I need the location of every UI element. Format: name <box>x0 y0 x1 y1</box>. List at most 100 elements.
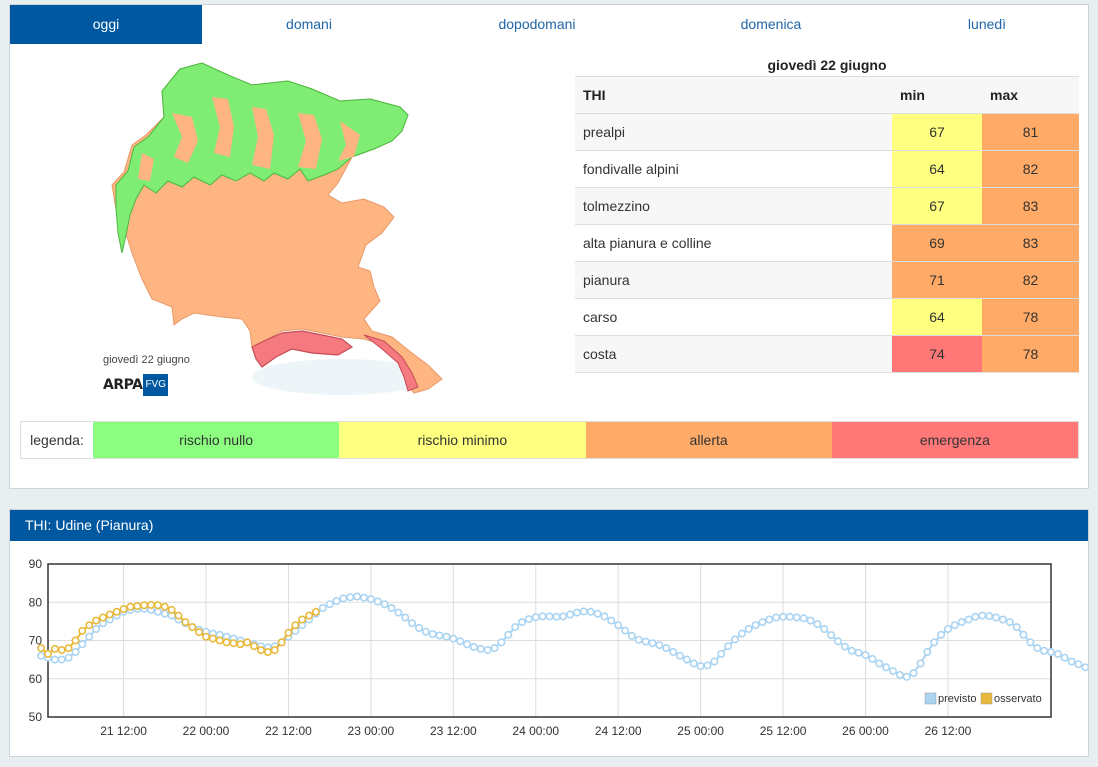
data-point-previsto <box>579 607 588 616</box>
valley-allerta-5 <box>338 121 360 161</box>
data-point-previsto <box>449 634 458 643</box>
x-tick-label: 24 00:00 <box>512 724 559 738</box>
data-point-osservato <box>215 636 224 645</box>
thi-min: 67 <box>892 187 982 225</box>
data-point-previsto <box>435 631 444 640</box>
zone-name: carso <box>575 298 892 336</box>
data-point-previsto <box>710 657 719 666</box>
valley-allerta-1 <box>172 113 198 163</box>
data-point-osservato <box>222 638 231 647</box>
chart-panel: THI: Udine (Pianura) 50 60 70 80 90 21 12:00 2… <box>9 509 1089 757</box>
data-point-previsto <box>799 614 808 623</box>
data-point-previsto <box>902 672 911 681</box>
data-point-osservato <box>291 621 300 630</box>
data-point-previsto <box>916 659 925 668</box>
thi-table-body: prealpi 67 81 fondivalle alpini 64 82 tolmezzi… <box>575 113 1079 373</box>
legend-label-osservato: osservato <box>994 693 1042 705</box>
data-point-previsto <box>586 607 595 616</box>
data-point-previsto <box>985 612 994 621</box>
data-point-osservato <box>174 611 183 620</box>
data-point-previsto <box>1026 638 1035 647</box>
data-point-previsto <box>675 651 684 660</box>
tab-domani[interactable]: domani <box>286 16 332 32</box>
zone-name: pianura <box>575 261 892 299</box>
data-point-previsto <box>373 597 382 606</box>
data-point-previsto <box>538 612 547 621</box>
data-point-previsto <box>332 597 341 606</box>
data-point-previsto <box>765 615 774 624</box>
legend-minimo: rischio minimo <box>339 422 586 458</box>
thi-min: 64 <box>892 150 982 188</box>
data-point-previsto <box>71 648 80 657</box>
data-point-previsto <box>998 615 1007 624</box>
data-point-previsto <box>978 611 987 620</box>
data-point-previsto <box>758 618 767 627</box>
data-point-osservato <box>112 607 121 616</box>
data-point-previsto <box>950 621 959 630</box>
data-point-previsto <box>1047 648 1056 657</box>
data-point-previsto <box>463 640 472 649</box>
data-point-previsto <box>346 593 355 602</box>
data-point-osservato <box>78 626 87 635</box>
data-point-previsto <box>895 670 904 679</box>
data-point-previsto <box>50 655 59 664</box>
data-point-previsto <box>64 653 73 662</box>
data-point-osservato <box>43 649 52 658</box>
data-point-previsto <box>160 609 169 618</box>
data-point-previsto <box>669 648 678 657</box>
legend-allerta: allerta <box>585 422 832 458</box>
x-tick-label: 22 00:00 <box>183 724 230 738</box>
tab-dopodomani[interactable]: dopodomani <box>498 16 576 32</box>
data-point-previsto <box>92 625 101 634</box>
data-point-osservato <box>147 600 156 609</box>
data-point-previsto <box>820 625 829 634</box>
data-point-previsto <box>37 651 46 660</box>
data-point-previsto <box>813 620 822 629</box>
y-tick-label: 60 <box>29 672 43 686</box>
data-point-previsto <box>593 609 602 618</box>
data-point-previsto <box>827 631 836 640</box>
table-row: tolmezzino 67 83 <box>575 187 1079 225</box>
data-point-previsto <box>833 637 842 646</box>
data-point-previsto <box>634 635 643 644</box>
legend: legenda: rischio nullo rischio minimo al… <box>20 421 1079 459</box>
thi-max: 82 <box>982 150 1079 188</box>
data-point-previsto <box>517 618 526 627</box>
data-point-previsto <box>957 618 966 627</box>
data-point-previsto <box>572 608 581 617</box>
logo-text: ARPA <box>103 377 143 393</box>
data-point-osservato <box>270 646 279 655</box>
data-point-previsto <box>1012 623 1021 632</box>
data-point-previsto <box>1053 649 1062 658</box>
data-point-previsto <box>847 646 856 655</box>
data-point-osservato <box>181 618 190 627</box>
tab-lunedi[interactable]: lunedì <box>967 16 1007 32</box>
tab-oggi[interactable]: oggi <box>10 5 202 44</box>
zone-name: prealpi <box>575 113 892 151</box>
data-point-previsto <box>318 603 327 612</box>
table-row: pianura 71 82 <box>575 261 1079 299</box>
header-min: min <box>892 76 982 114</box>
data-point-osservato <box>263 648 272 657</box>
data-point-previsto <box>785 612 794 621</box>
thi-min: 67 <box>892 113 982 151</box>
tab-domenica[interactable]: domenica <box>740 16 802 32</box>
data-point-osservato <box>153 601 162 610</box>
x-tick-label: 25 00:00 <box>677 724 724 738</box>
data-point-previsto <box>696 662 705 671</box>
data-point-previsto <box>1067 657 1076 666</box>
thi-min: 64 <box>892 298 982 336</box>
data-point-previsto <box>641 637 650 646</box>
data-point-osservato <box>37 644 46 653</box>
data-point-osservato <box>119 605 128 614</box>
data-point-previsto <box>730 635 739 644</box>
data-point-previsto <box>964 615 973 624</box>
arpa-logo: ARPA FVG <box>103 373 168 397</box>
data-point-osservato <box>229 639 238 648</box>
data-point-previsto <box>511 623 520 632</box>
data-point-previsto <box>621 626 630 635</box>
valley-allerta-6 <box>138 153 154 181</box>
data-point-previsto <box>600 612 609 621</box>
data-point-previsto <box>792 613 801 622</box>
data-point-previsto <box>531 613 540 622</box>
